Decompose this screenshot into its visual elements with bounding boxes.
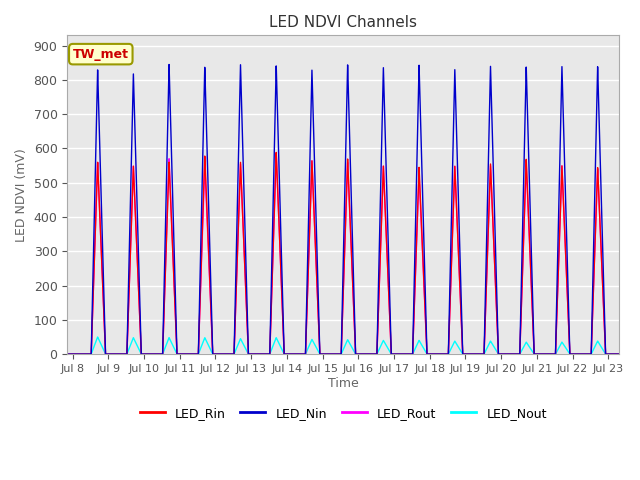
- X-axis label: Time: Time: [328, 377, 358, 390]
- Text: TW_met: TW_met: [73, 48, 129, 60]
- Y-axis label: LED NDVI (mV): LED NDVI (mV): [15, 148, 28, 241]
- Title: LED NDVI Channels: LED NDVI Channels: [269, 15, 417, 30]
- Legend: LED_Rin, LED_Nin, LED_Rout, LED_Nout: LED_Rin, LED_Nin, LED_Rout, LED_Nout: [134, 402, 552, 425]
